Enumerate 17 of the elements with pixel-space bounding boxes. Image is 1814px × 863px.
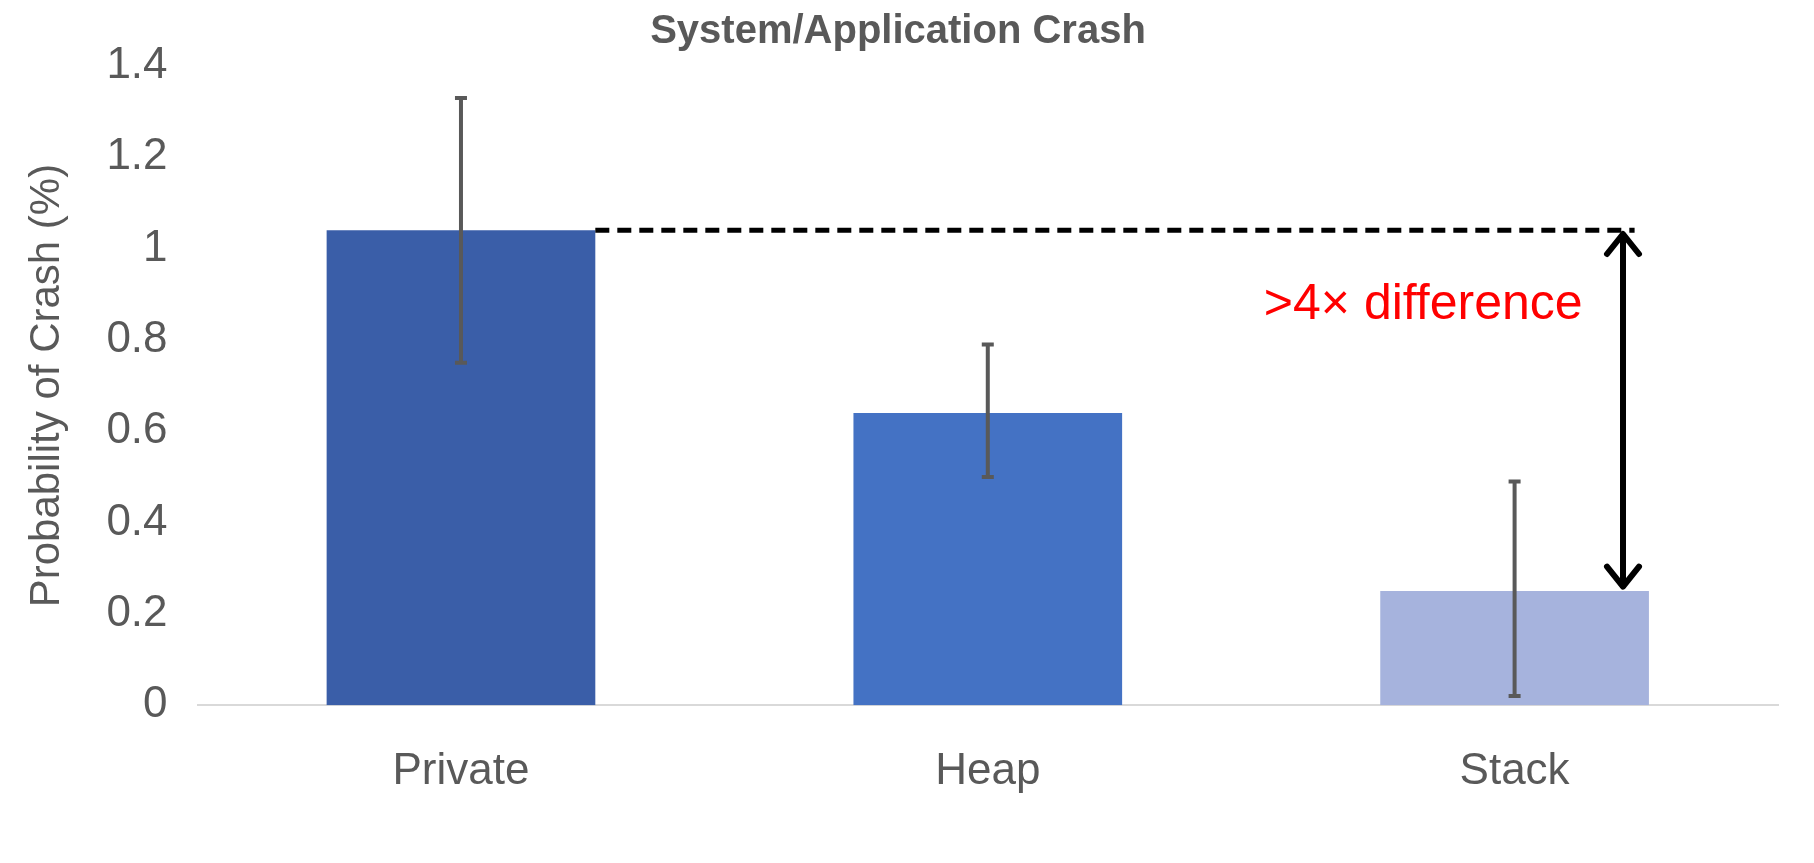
y-tick-label: 1.4 [106,38,168,88]
bar [326,230,596,706]
y-tick-label: 1.2 [106,129,168,179]
y-tick-label: 0.8 [106,312,168,362]
chart-title: System/Application Crash [650,7,1146,52]
annotation: >4× difference [1263,274,1583,331]
y-tick-label: 0.2 [106,586,168,636]
y-axis-title: Probability of Crash (%) [20,163,68,608]
y-tick-label: 1 [143,220,168,270]
y-tick-label: 0.6 [106,403,168,453]
y-tick-label: 0.4 [106,494,168,544]
x-tick-label: Private [392,743,530,793]
y-tick-label: 0 [143,677,168,727]
bar [1380,591,1649,706]
x-tick-label: Heap [935,743,1041,793]
bar [853,412,1123,706]
x-tick-label: Stack [1459,743,1571,793]
